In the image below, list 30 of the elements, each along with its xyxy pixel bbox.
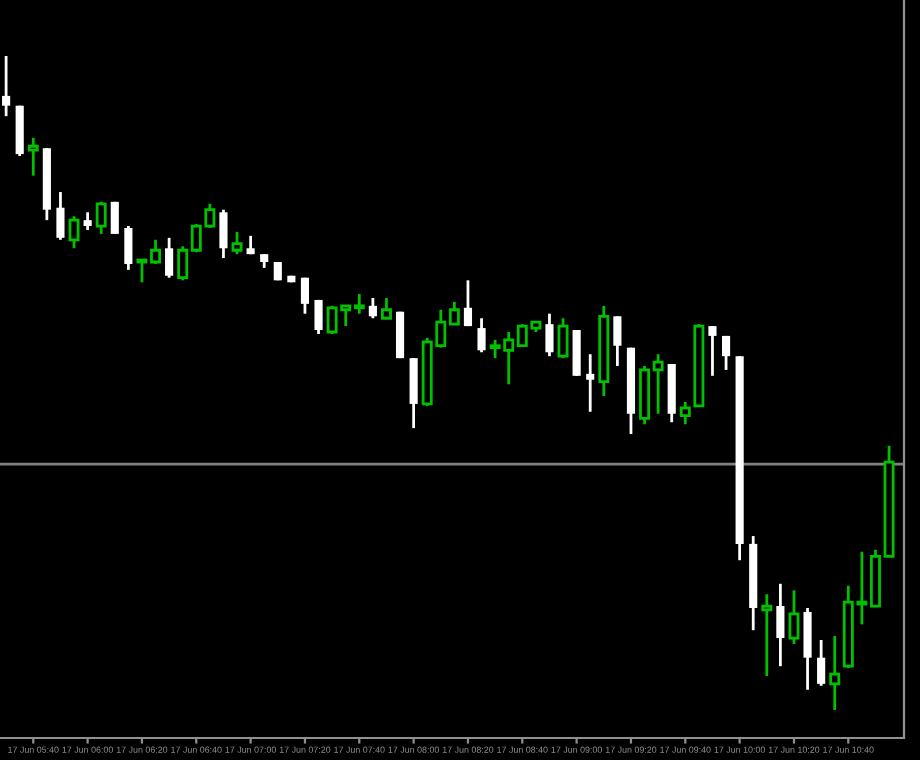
candlestick (803, 606, 812, 692)
candlestick (477, 316, 486, 354)
candlestick (124, 224, 133, 272)
candlestick (2, 54, 11, 118)
candlestick (761, 592, 773, 678)
candlestick (545, 312, 554, 358)
candlestick (557, 316, 569, 360)
candlestick (165, 236, 174, 280)
candlestick (219, 208, 228, 260)
candlestick (817, 638, 826, 688)
candlestick (463, 278, 473, 328)
candlestick (613, 314, 622, 368)
candlestick (110, 200, 119, 236)
candlestick (829, 634, 841, 712)
candlestick (68, 214, 80, 250)
candlestick (572, 328, 581, 378)
candlestick (300, 276, 310, 316)
candlestick (788, 588, 800, 646)
candlestick (586, 352, 595, 414)
candlestick (56, 190, 65, 242)
candlestick (721, 334, 731, 372)
candlestick (409, 356, 418, 430)
candlestick (95, 200, 107, 236)
candlestick (314, 298, 323, 336)
candlestick (708, 324, 717, 378)
candlestick (27, 136, 39, 178)
candlestick (776, 582, 785, 668)
candlestick (368, 296, 377, 320)
candlestick (380, 296, 392, 320)
candlestick (231, 230, 243, 256)
